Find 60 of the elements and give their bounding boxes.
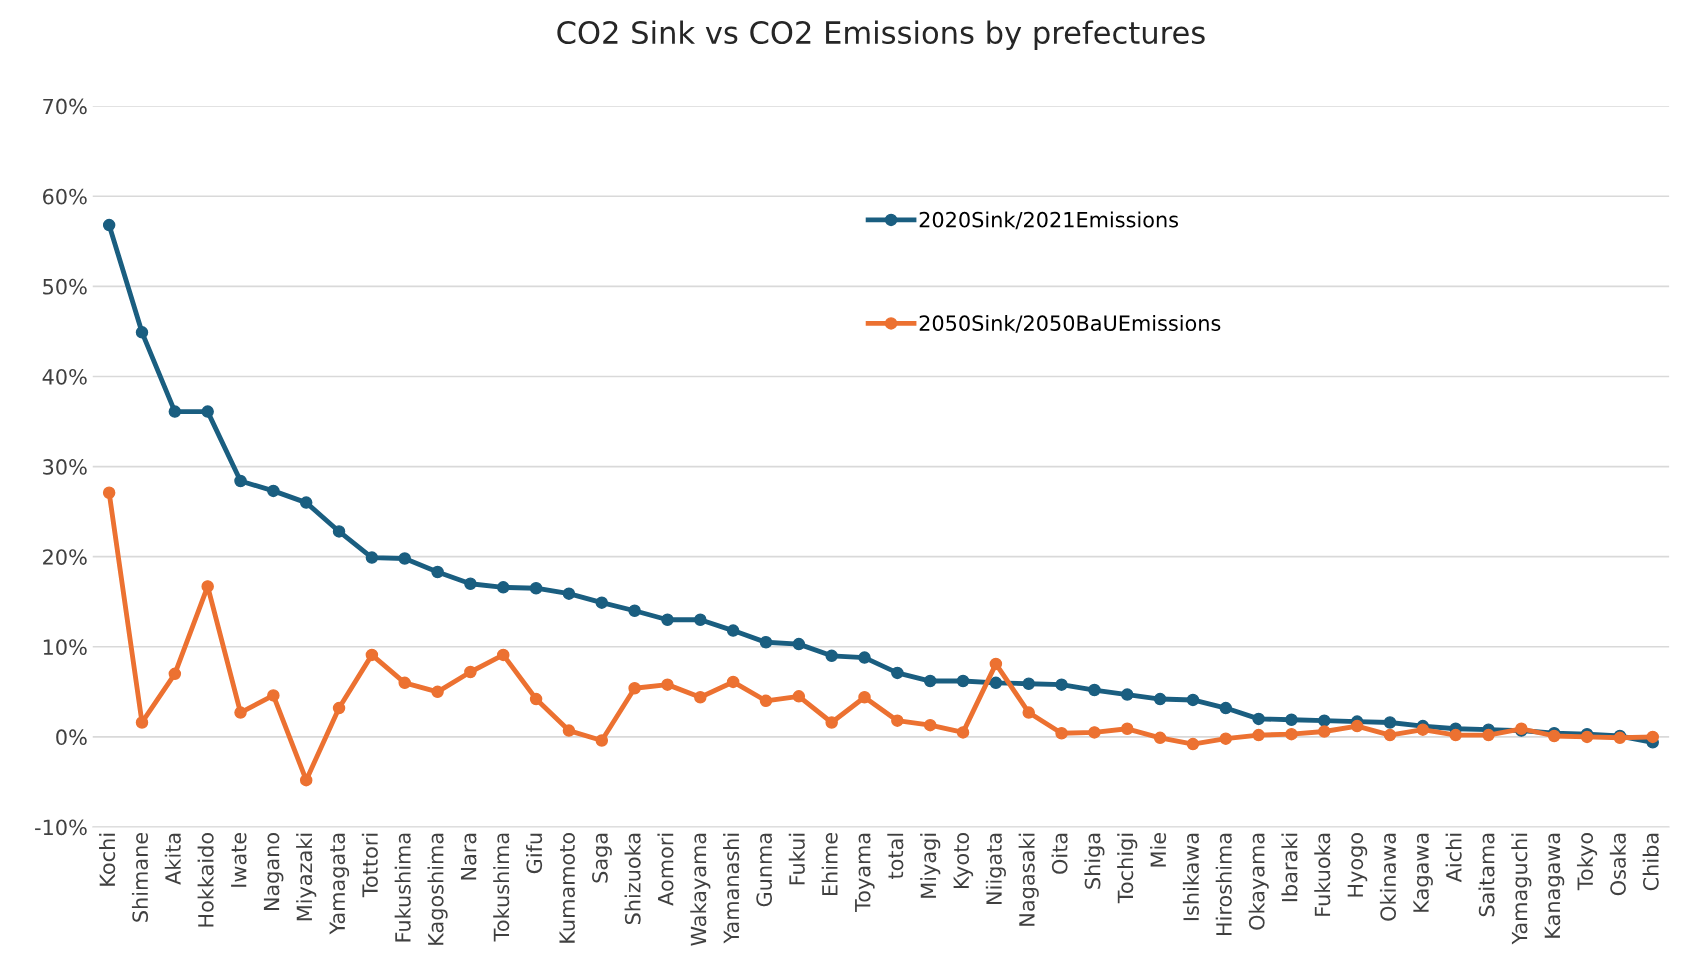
x-tick-label: Kumamoto <box>559 833 575 943</box>
y-tick-label: 60% <box>43 188 87 205</box>
x-tick-label: Shimane <box>131 832 149 922</box>
x-tick-label: Yamagata <box>329 833 350 935</box>
x-tick-label: Saga <box>592 833 612 883</box>
x-tick-label: Niigata <box>985 833 1006 904</box>
x-tick-label: Kagoshima <box>427 833 448 945</box>
x-tick-label: Tochigi <box>1117 833 1138 904</box>
chart-title: CO2 Sink vs CO2 Emissions by prefectures <box>557 20 1205 50</box>
x-tick-label: Nara <box>460 833 477 880</box>
x-tick-label: total <box>887 833 904 879</box>
y-tick-label: 40% <box>42 368 87 385</box>
y-tick-label: 50% <box>43 278 87 295</box>
x-tick-label: Aichi <box>1445 833 1462 883</box>
x-tick-label: Hokkaido <box>197 833 214 927</box>
x-tick-label: Miyazaki <box>296 833 317 921</box>
legend-label: 2050Sink/2050BaUEmissions <box>919 314 1221 333</box>
x-tick-label: Yamaguchi <box>1511 833 1532 945</box>
x-tick-label: Toyama <box>855 833 875 913</box>
x-tick-label: Gunma <box>756 833 773 907</box>
x-tick-label: Kochi <box>99 833 116 886</box>
x-tick-label: Kanagawa <box>1544 833 1565 938</box>
x-tick-label: Chiba <box>1642 833 1659 891</box>
x-tick-label: Osaka <box>1609 833 1626 896</box>
x-tick-label: Fukuoka <box>1314 833 1331 916</box>
x-tick-label: Mie <box>1150 832 1167 867</box>
y-tick-label: 20% <box>43 549 87 565</box>
x-tick-label: Ishikawa <box>1182 833 1199 921</box>
x-tick-label: Miyagi <box>920 833 941 898</box>
x-tick-label: Hiroshima <box>1215 833 1232 936</box>
x-tick-label: Shizuoka <box>624 833 641 925</box>
x-tick-label: Saitama <box>1478 833 1495 917</box>
x-tick-label: Ibaraki <box>1281 833 1298 902</box>
x-tick-label: Okayama <box>1248 833 1269 930</box>
x-tick-label: Gifu <box>526 833 543 874</box>
x-tick-label: Oita <box>1051 833 1068 874</box>
x-tick-label: Akita <box>164 833 181 885</box>
x-tick-label: Yamanashi <box>723 833 740 944</box>
x-tick-label: Iwate <box>231 832 247 887</box>
x-tick-label: Nagasaki <box>1018 833 1039 926</box>
x-tick-label: Aomori <box>657 833 674 906</box>
x-tick-label: Ehime <box>821 832 838 896</box>
x-tick-label: Okinawa <box>1379 833 1397 921</box>
y-tick-label: 30% <box>43 459 87 475</box>
x-tick-label: Tottori <box>361 833 378 898</box>
x-tick-label: Kyoto <box>953 833 974 888</box>
x-tick-label: Shiga <box>1084 833 1105 889</box>
x-tick-label: Wakayama <box>690 833 711 946</box>
legend-label: 2020Sink/2021Emissions <box>919 211 1179 230</box>
x-tick-label: Hyogo <box>1347 833 1368 897</box>
x-tick-label: Fukushima <box>394 833 411 942</box>
x-tick-label: Tokushima <box>493 833 510 942</box>
y-tick-label: 70% <box>43 98 87 115</box>
x-tick-label: Kagawa <box>1413 833 1433 912</box>
x-tick-label: Nagano <box>263 833 284 911</box>
x-tick-label: Fukui <box>788 833 805 885</box>
x-tick-label: Tokyo <box>1576 833 1598 891</box>
y-tick-label: 0% <box>56 729 87 746</box>
y-tick-label: -10% <box>35 819 87 836</box>
y-tick-label: 10% <box>43 639 87 655</box>
